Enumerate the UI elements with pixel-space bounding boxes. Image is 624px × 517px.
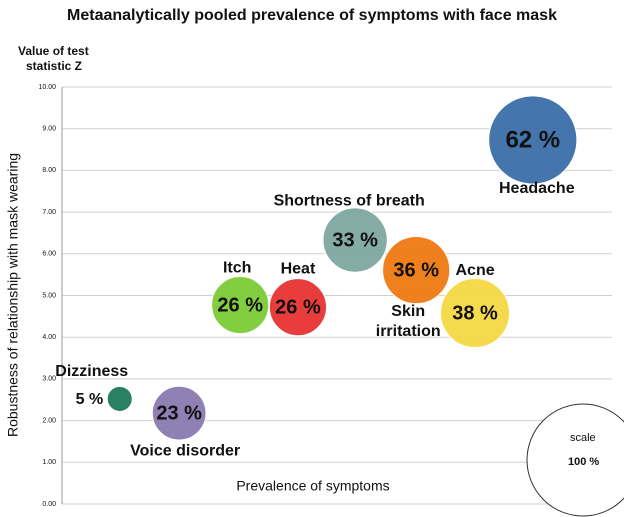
y-axis-label: Robustness of relationship with mask wea… — [5, 153, 21, 437]
bubble-name: Itch — [223, 259, 251, 276]
y-axis-title: statistic Z — [26, 59, 82, 73]
bubble — [151, 385, 207, 441]
bubble — [106, 385, 133, 412]
bubble-name: Dizziness — [55, 363, 128, 380]
bubble-name: Shortness of breath — [274, 192, 425, 209]
y-tick-label: 1.00 — [42, 459, 56, 466]
bubble — [268, 278, 328, 337]
y-tick-label: 10.00 — [38, 84, 56, 91]
bubble-name: Voice disorder — [130, 442, 240, 459]
value-label: 26 % — [275, 296, 321, 318]
bubble — [322, 207, 388, 273]
value-label: 26 % — [217, 294, 263, 316]
value-label: 33 % — [332, 229, 378, 251]
value-label: 36 % — [393, 259, 439, 281]
value-label: 23 % — [156, 402, 202, 424]
bubble-name: Skin irritation — [376, 303, 441, 340]
bubble — [440, 277, 511, 349]
bubble — [211, 276, 270, 335]
y-tick-label: 8.00 — [42, 167, 56, 174]
bubble-name: Headache — [499, 180, 575, 197]
y-tick-label: 7.00 — [42, 209, 56, 216]
y-tick-label: 5.00 — [42, 292, 56, 299]
y-tick-label: 9.00 — [42, 126, 56, 133]
size-legend-value: 100 % — [568, 456, 599, 468]
size-legend-bubble — [526, 403, 624, 517]
value-label: 5 % — [76, 391, 104, 408]
y-axis-title: Value of test — [18, 44, 89, 58]
bubble — [488, 95, 578, 185]
y-tick-label: 6.00 — [42, 251, 56, 258]
y-tick-label: 0.00 — [42, 501, 56, 508]
bubble — [382, 235, 451, 305]
bubble-name: Acne — [455, 262, 494, 279]
y-tick-label: 3.00 — [42, 376, 56, 383]
y-tick-label: 2.00 — [42, 417, 56, 424]
size-legend-label: scale — [570, 432, 596, 444]
bubble-name: Heat — [281, 260, 316, 277]
value-label: 62 % — [505, 126, 560, 153]
x-axis-label: Prevalence of symptoms — [236, 478, 389, 494]
value-label: 38 % — [452, 302, 498, 324]
chart-title: Metaanalytically pooled prevalence of sy… — [67, 7, 557, 24]
y-tick-label: 4.00 — [42, 334, 56, 341]
